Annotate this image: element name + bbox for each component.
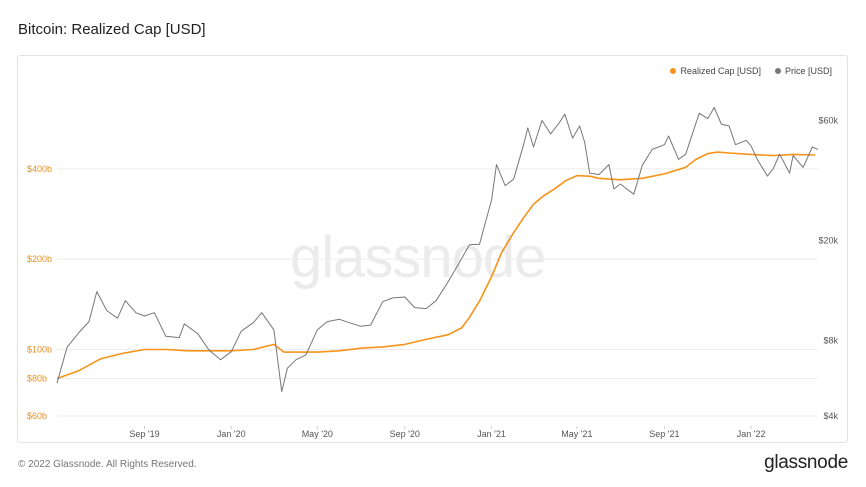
x-tick-label: May '21: [561, 429, 592, 439]
x-tick-label: Sep '21: [649, 429, 679, 439]
y-left-tick-label: $60b: [27, 411, 47, 421]
x-tick-label: Sep '19: [129, 429, 159, 439]
page-title: Bitcoin: Realized Cap [USD]: [18, 21, 206, 38]
copyright-text: © 2022 Glassnode. All Rights Reserved.: [18, 459, 197, 470]
legend-label-realized-cap: Realized Cap [USD]: [680, 66, 761, 76]
legend-item-price[interactable]: Price [USD]: [774, 66, 832, 76]
x-tick-label: Jan '22: [737, 429, 766, 439]
y-left-tick-label: $200b: [27, 254, 52, 264]
price-dot-icon: [774, 68, 781, 74]
legend-item-realized-cap[interactable]: Realized Cap [USD]: [670, 66, 761, 76]
y-left-tick-label: $100b: [27, 344, 52, 354]
y-left-tick-label: $80b: [27, 374, 47, 384]
glassnode-logo[interactable]: glassnode: [764, 452, 848, 473]
x-tick-label: Sep '20: [390, 429, 420, 439]
legend-label-price: Price [USD]: [784, 66, 832, 76]
x-tick-label: May '20: [302, 429, 333, 439]
price-series-line: [56, 107, 819, 393]
y-left-tick-label: $400b: [27, 164, 52, 174]
y-right-tick-label: $60k: [818, 115, 838, 125]
x-tick-label: Jan '20: [217, 429, 246, 439]
y-right-tick-label: $20k: [818, 235, 838, 245]
y-right-tick-label: $4k: [823, 411, 838, 421]
x-tick-label: Jan '21: [477, 429, 506, 439]
legend: Realized Cap [USD] Price [USD]: [670, 66, 832, 76]
realized-cap-series-line: [56, 151, 816, 380]
realized-cap-dot-icon: [670, 68, 677, 74]
y-right-tick-label: $8k: [823, 335, 838, 345]
watermark: glassnode: [290, 225, 546, 290]
